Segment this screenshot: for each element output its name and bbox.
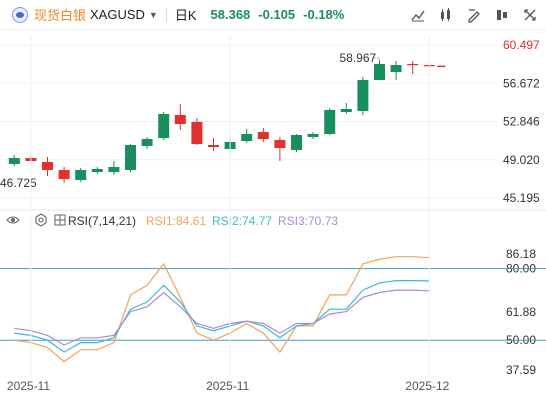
price-tick-label: 56.672 xyxy=(503,76,540,90)
candle-body xyxy=(357,80,369,111)
candle[interactable] xyxy=(75,168,87,182)
x-tick-label: 2025-11 xyxy=(206,379,249,393)
candle[interactable] xyxy=(340,103,352,114)
candle[interactable] xyxy=(125,144,136,172)
instrument-logo-icon xyxy=(12,6,28,23)
rsi2-legend: RSI2:74.77 xyxy=(212,214,272,228)
candle[interactable] xyxy=(42,157,53,176)
candle-body xyxy=(241,134,253,141)
candle-body xyxy=(58,170,70,179)
price-tick-label: 45.195 xyxy=(503,191,540,205)
candle[interactable] xyxy=(174,104,186,130)
candle-body xyxy=(108,167,120,172)
candle[interactable] xyxy=(357,77,369,115)
candle[interactable] xyxy=(158,112,170,140)
candle[interactable] xyxy=(191,118,203,145)
candle-body xyxy=(374,64,385,80)
candle-body xyxy=(158,114,170,138)
candle-body xyxy=(257,132,269,139)
divider xyxy=(165,7,167,22)
candle[interactable] xyxy=(241,129,253,143)
rsi-header: RSI(7,14,21) RSI1:84.61 RSI2:74.77 RSI3:… xyxy=(6,213,338,228)
indicator-icon[interactable] xyxy=(438,7,454,23)
candle-body xyxy=(390,65,402,72)
settings-square-icon[interactable] xyxy=(54,214,66,226)
eye-icon[interactable] xyxy=(6,216,20,224)
candle[interactable] xyxy=(291,134,302,152)
candle[interactable] xyxy=(374,60,385,80)
price-tick-label: 49.020 xyxy=(503,153,540,167)
last-price: 58.368 xyxy=(210,7,251,22)
candle-body xyxy=(125,145,136,170)
candle-body xyxy=(274,140,286,148)
candle[interactable] xyxy=(407,61,419,74)
rsi-tick-label: 86.18 xyxy=(506,247,536,261)
candle-body xyxy=(8,158,20,164)
candle[interactable] xyxy=(257,128,269,142)
candle-body xyxy=(42,162,53,170)
rsi3-legend: RSI3:70.73 xyxy=(278,214,338,228)
rsi-tick-label: 61.88 xyxy=(506,305,536,319)
toolbar-tools xyxy=(410,7,538,23)
candle[interactable] xyxy=(307,132,319,139)
draw-icon[interactable] xyxy=(466,7,482,23)
candle[interactable] xyxy=(324,108,336,135)
symbol-selector[interactable]: XAGUSD xyxy=(90,7,145,22)
rsi-series-line-3[interactable] xyxy=(14,289,430,346)
price-tick-label: 60.497 xyxy=(503,38,540,52)
rsi1-legend: RSI1:84.61 xyxy=(146,214,206,228)
x-axis: 2025-11 2025-11 2025-12 xyxy=(7,36,450,393)
candle[interactable] xyxy=(390,61,402,80)
candle-body xyxy=(91,169,103,172)
chevron-down-icon[interactable]: ▼ xyxy=(148,9,158,20)
candle[interactable] xyxy=(141,137,153,149)
gear-icon[interactable] xyxy=(35,213,47,227)
rsi-tick-label: 37.59 xyxy=(506,363,536,377)
toolbar: 现货白银 XAGUSD ▼ 日K 58.368 -0.105 -0.18% xyxy=(0,0,546,30)
candle-body xyxy=(191,122,203,144)
candle[interactable] xyxy=(208,138,219,151)
candle-body xyxy=(407,64,419,66)
candle-body xyxy=(307,134,319,137)
price-change: -0.105 xyxy=(258,7,296,22)
candle-body xyxy=(291,135,302,150)
low-price-label: 46.725 xyxy=(0,176,37,190)
candle-body xyxy=(75,170,87,180)
price-pane: 60.497 56.672 52.846 49.020 45.195 58.967 46.7… xyxy=(0,38,540,205)
timeframe-selector[interactable]: 日K xyxy=(174,8,197,23)
candle-body xyxy=(340,109,352,112)
candle[interactable] xyxy=(274,137,286,161)
rsi-title: RSI(7,14,21) xyxy=(68,214,136,228)
instrument-name[interactable]: 现货白银 xyxy=(34,8,87,23)
rsi-series-line-2[interactable] xyxy=(14,280,430,353)
high-price-label: 58.967 xyxy=(340,51,377,65)
x-tick-label: 2025-11 xyxy=(7,379,50,393)
candle[interactable] xyxy=(108,161,120,175)
candle-body xyxy=(208,145,219,147)
candle[interactable] xyxy=(58,167,70,183)
fullscreen-icon[interactable] xyxy=(522,7,538,23)
rsi-series-line-1[interactable] xyxy=(14,256,430,363)
candle[interactable] xyxy=(8,155,20,166)
candle[interactable] xyxy=(91,167,103,174)
x-tick-label: 2025-12 xyxy=(405,379,449,393)
layout-icon[interactable] xyxy=(494,7,510,23)
chart-area[interactable]: 60.497 56.672 52.846 49.020 45.195 58.967 46.7… xyxy=(0,30,546,400)
candle-body xyxy=(141,139,153,146)
candle-body xyxy=(324,110,336,134)
candle-body xyxy=(174,115,186,124)
price-tick-label: 52.846 xyxy=(503,115,540,129)
price-change-pct: -0.18% xyxy=(303,7,345,22)
crosshair-icon[interactable] xyxy=(410,7,426,23)
